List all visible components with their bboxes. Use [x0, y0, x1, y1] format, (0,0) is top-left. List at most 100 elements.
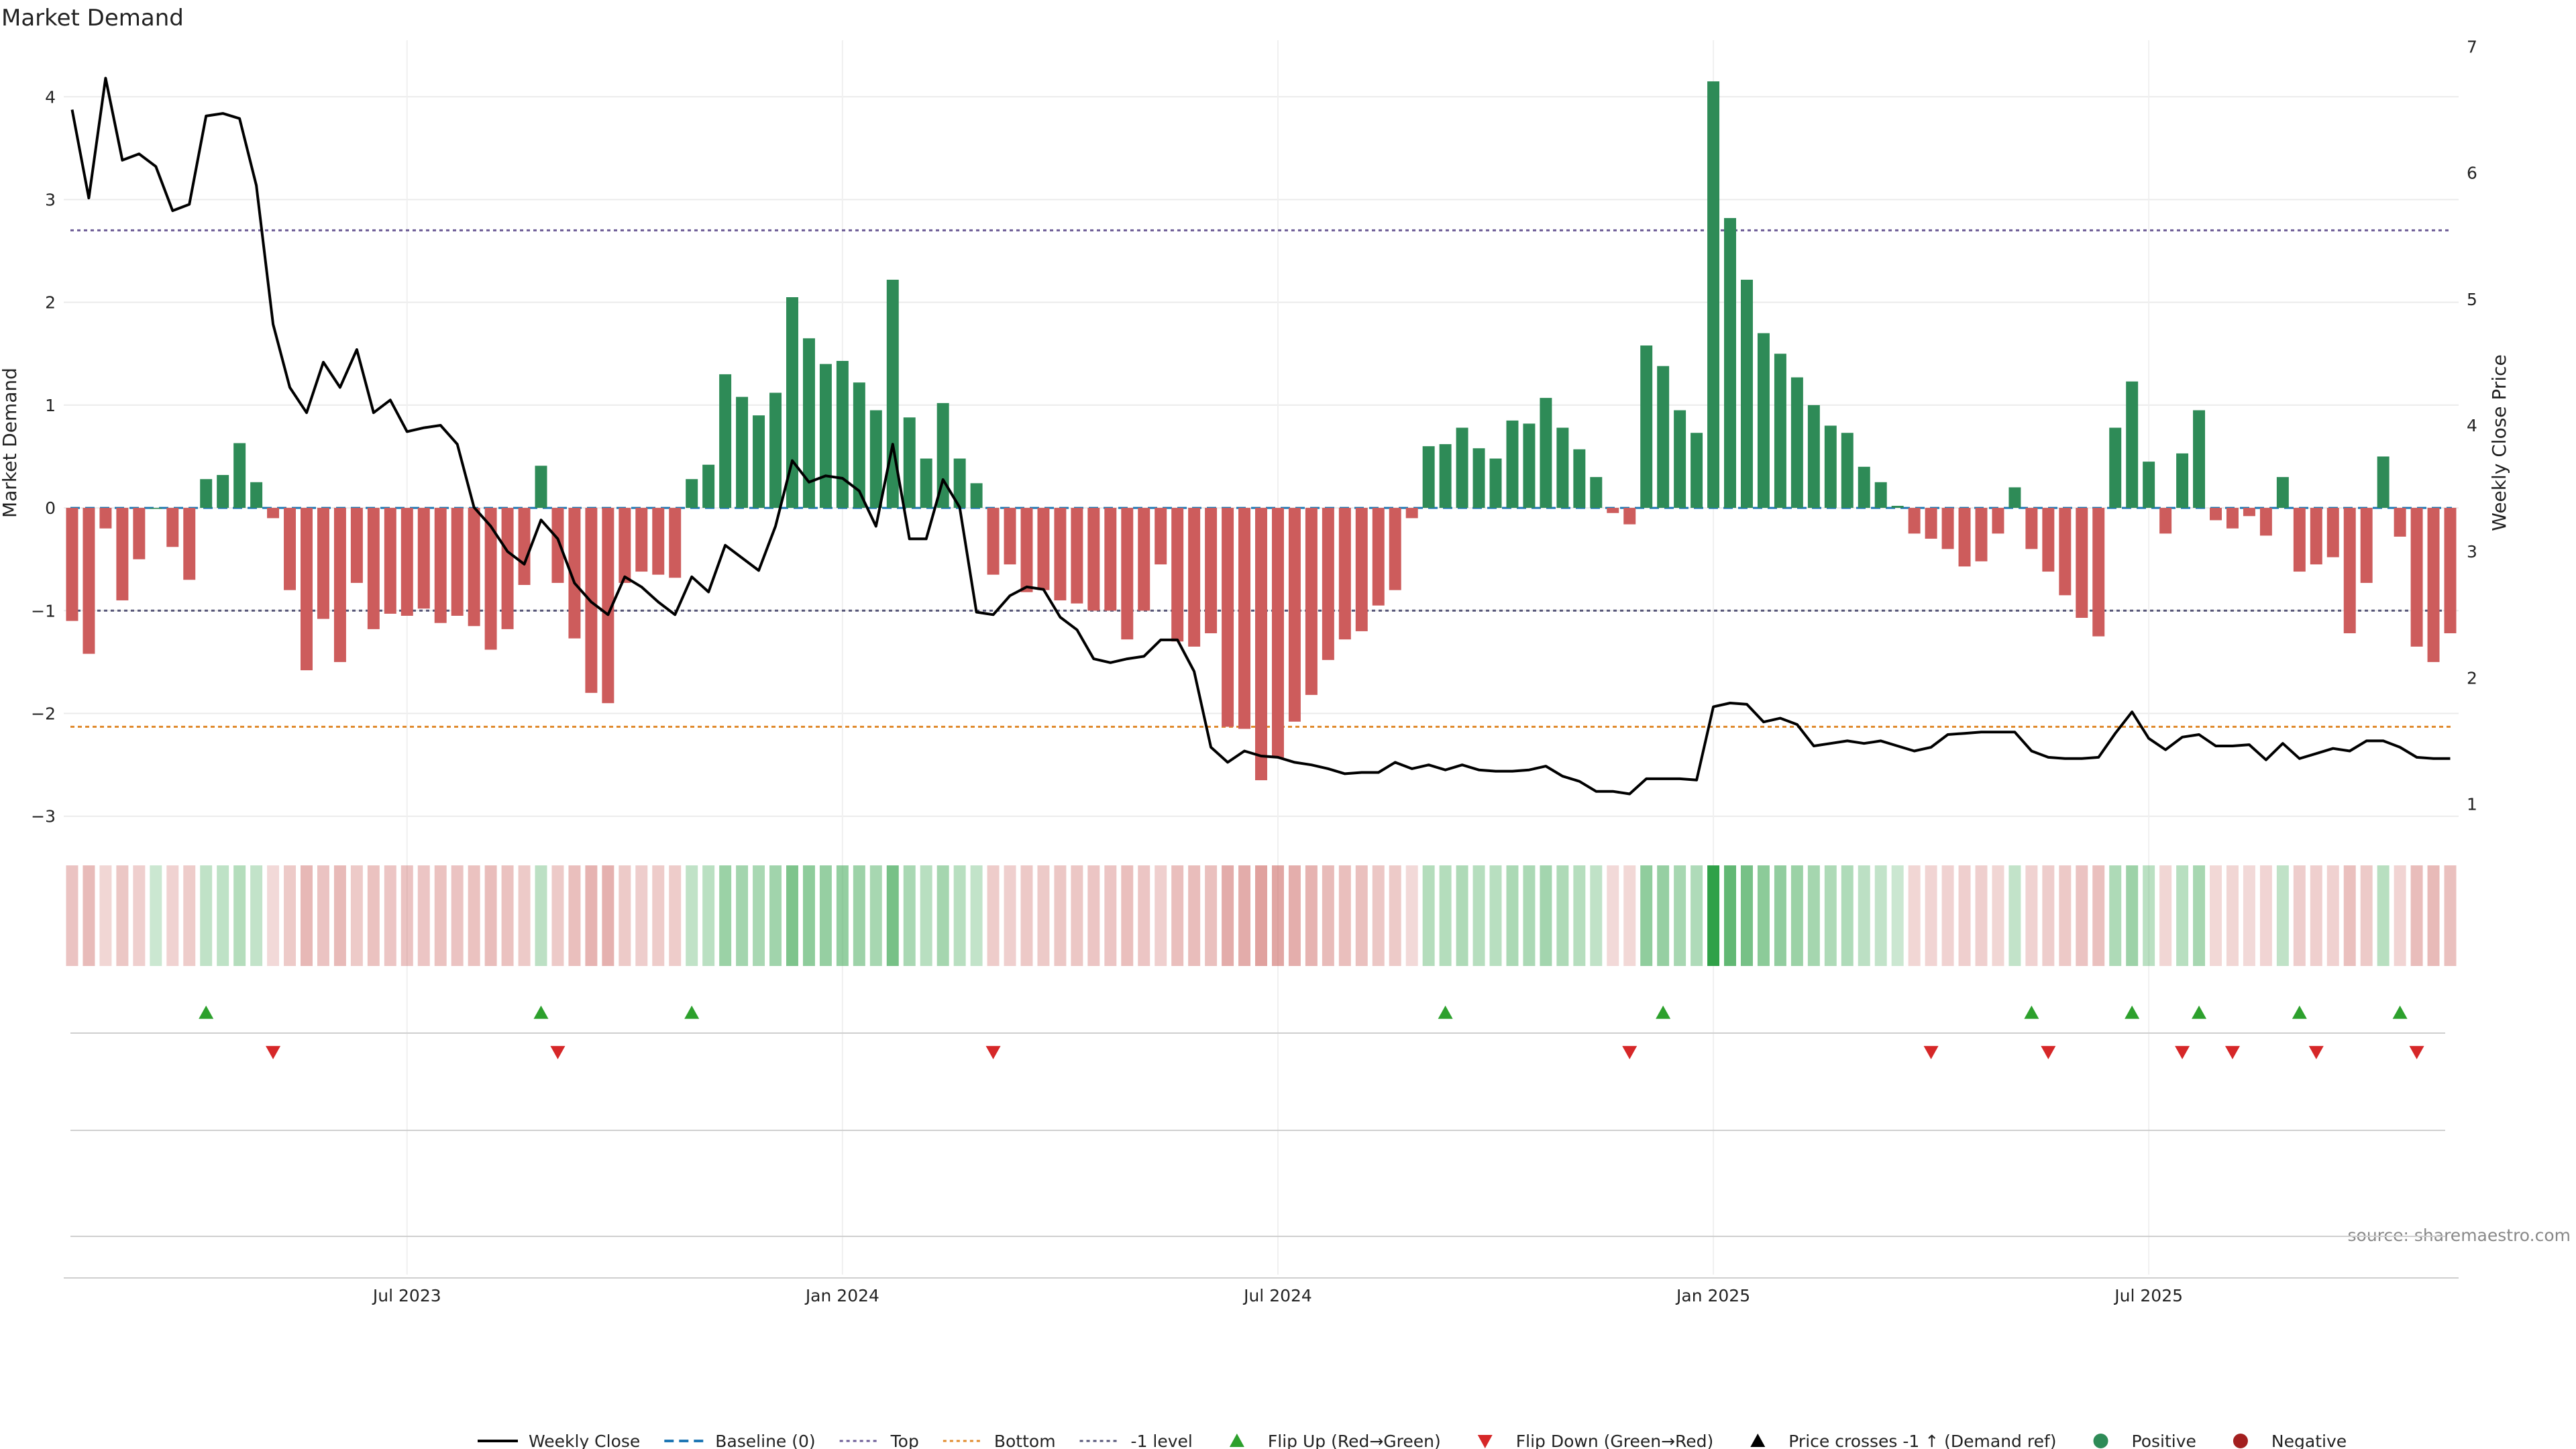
demand-bar-negative	[99, 508, 112, 529]
demand-bar-negative	[2259, 508, 2272, 536]
heat-cell	[903, 865, 916, 966]
demand-bar-positive	[920, 458, 932, 508]
demand-bar-positive	[217, 475, 229, 508]
demand-bar-negative	[2394, 508, 2406, 537]
heat-cell	[1992, 865, 2004, 966]
heat-cell	[551, 865, 564, 966]
demand-bar-negative	[301, 508, 313, 671]
heat-cell	[1707, 865, 1720, 966]
heat-cell	[1925, 865, 1937, 966]
y2-tick-label: 7	[2467, 37, 2477, 56]
heat-cell	[1540, 865, 1552, 966]
heat-cell	[836, 865, 849, 966]
heat-cell	[233, 865, 246, 966]
heat-cell	[1121, 865, 1134, 966]
heat-cell	[652, 865, 665, 966]
heat-cell	[1858, 865, 1870, 966]
demand-bar-positive	[1640, 345, 1653, 508]
demand-bar-positive	[1774, 354, 1786, 508]
demand-bar-negative	[669, 508, 682, 578]
heat-cell	[1389, 865, 1401, 966]
heat-cell	[400, 865, 413, 966]
heat-cell	[568, 865, 581, 966]
flip-down-marker	[2041, 1046, 2056, 1059]
demand-bar-negative	[333, 508, 346, 662]
demand-bar-positive	[233, 443, 246, 508]
heat-cell	[1874, 865, 1887, 966]
heat-cell	[1640, 865, 1653, 966]
demand-bar-negative	[1389, 508, 1401, 590]
legend-swatch-tri-up	[1750, 1434, 1766, 1447]
demand-bar-positive	[1422, 446, 1435, 508]
heat-cell	[1439, 865, 1452, 966]
heat-cell	[267, 865, 280, 966]
heat-cell	[2159, 865, 2172, 966]
demand-bar-negative	[1958, 508, 1971, 567]
heat-cell	[2360, 865, 2373, 966]
demand-bar-positive	[535, 466, 547, 508]
heat-cell	[1908, 865, 1921, 966]
demand-bar-negative	[1992, 508, 2004, 534]
demand-bar-negative	[468, 508, 480, 627]
heat-cell	[1054, 865, 1067, 966]
heat-cell	[1405, 865, 1418, 966]
demand-bar-negative	[384, 508, 396, 614]
legend-swatch-circle	[2233, 1434, 2248, 1448]
demand-bar-positive	[1824, 425, 1837, 508]
heat-cell	[1941, 865, 1954, 966]
demand-bar-negative	[350, 508, 363, 583]
demand-bar-positive	[2109, 427, 2122, 508]
y-tick-label: 1	[45, 396, 56, 415]
demand-bar-positive	[1841, 433, 1854, 508]
demand-bar-negative	[83, 508, 95, 654]
heat-cell	[284, 865, 297, 966]
heat-cell	[2326, 865, 2339, 966]
heat-cell	[1790, 865, 1803, 966]
legend-label: Flip Up (Red→Green)	[1268, 1432, 1441, 1449]
heat-cell	[434, 865, 447, 966]
demand-bar-negative	[1071, 508, 1083, 604]
demand-bar-positive	[769, 392, 782, 508]
heat-cell	[1188, 865, 1201, 966]
demand-bar-positive	[802, 338, 815, 508]
heat-cell	[83, 865, 95, 966]
heat-cell	[1740, 865, 1753, 966]
legend-item: Top	[839, 1432, 919, 1449]
y-tick-label: −1	[31, 601, 56, 621]
demand-bar-negative	[652, 508, 665, 575]
demand-bar-positive	[2143, 462, 2155, 508]
demand-bar-negative	[183, 508, 196, 580]
y2-tick-label: 3	[2467, 542, 2477, 561]
demand-bar-negative	[619, 508, 631, 583]
heat-cell	[166, 865, 179, 966]
demand-bar-positive	[1874, 482, 1887, 508]
demand-bar-negative	[551, 508, 564, 583]
demand-bar-positive	[1657, 366, 1670, 508]
demand-bar-negative	[284, 508, 297, 590]
legend-label: Baseline (0)	[715, 1432, 815, 1449]
y-axis-label: Market Demand	[0, 368, 21, 518]
heat-cell	[217, 865, 229, 966]
demand-bar-negative	[133, 508, 146, 559]
heat-cell	[2343, 865, 2356, 966]
demand-bar-negative	[1975, 508, 1988, 561]
demand-bar-negative	[1372, 508, 1385, 606]
demand-bar-positive	[1540, 398, 1552, 508]
heat-cell	[1657, 865, 1670, 966]
heat-cell	[1523, 865, 1536, 966]
legend-item: Negative	[2233, 1432, 2347, 1449]
legend-item: Flip Up (Red→Green)	[1229, 1432, 1441, 1449]
demand-heat-strip	[66, 865, 2457, 966]
demand-bar-negative	[1087, 508, 1100, 611]
heat-cell	[1155, 865, 1167, 966]
heat-cell	[1071, 865, 1083, 966]
heat-cell	[753, 865, 765, 966]
flip-up-marker	[2192, 1006, 2207, 1019]
demand-bar-negative	[367, 508, 380, 629]
demand-bar-negative	[1054, 508, 1067, 600]
heat-cell	[669, 865, 682, 966]
demand-bar-positive	[2126, 381, 2139, 508]
legend-item: Weekly Close	[478, 1432, 640, 1449]
heat-cell	[987, 865, 1000, 966]
